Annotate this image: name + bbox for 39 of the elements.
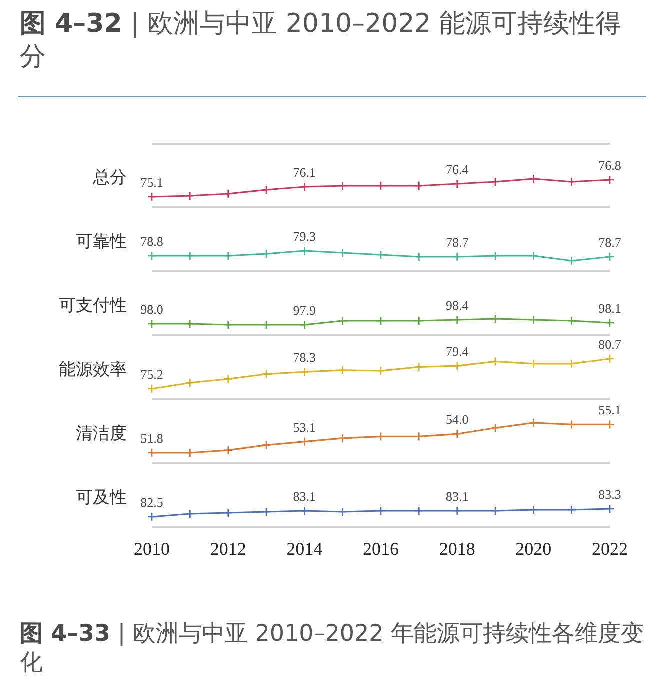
data-label: 79.4	[446, 344, 470, 360]
data-label: 78.7	[446, 235, 470, 250]
data-label: 76.1	[293, 165, 316, 180]
x-tick-label: 2010	[134, 539, 170, 559]
x-tick-label: 2014	[286, 539, 323, 559]
y-axis-title: 清洁度	[76, 424, 127, 444]
x-tick-label: 2016	[363, 539, 399, 559]
data-label: 83.1	[446, 489, 469, 504]
data-label: 98.1	[598, 301, 622, 316]
data-label: 97.9	[293, 303, 316, 318]
data-label: 83.3	[598, 487, 622, 502]
data-label: 98.0	[140, 302, 164, 317]
data-label: 83.1	[293, 489, 316, 504]
data-label: 78.3	[293, 350, 316, 366]
y-axis-title: 可靠性	[76, 232, 127, 252]
data-label: 76.8	[598, 158, 622, 173]
data-label: 53.1	[293, 420, 316, 435]
x-tick-label: 2022	[592, 539, 628, 559]
data-label: 51.8	[140, 431, 164, 446]
chart-title: 图 4–32 | 欧洲与中亚 2010–2022 能源可持续性得分	[20, 9, 622, 72]
y-axis-title: 总分	[92, 168, 127, 188]
y-axis-title: 可及性	[76, 488, 127, 508]
data-label: 82.5	[140, 495, 164, 510]
y-axis-title: 能源效率	[59, 360, 127, 380]
x-tick-label: 2020	[516, 539, 552, 559]
data-label: 78.8	[140, 234, 164, 249]
data-label: 76.4	[446, 162, 470, 177]
x-tick-label: 2012	[210, 539, 246, 559]
x-tick-label: 2018	[439, 539, 476, 559]
y-axis-title: 可支付性	[59, 296, 127, 316]
data-label: 75.2	[140, 367, 164, 382]
data-label: 75.1	[140, 175, 164, 190]
data-label: 78.7	[598, 235, 622, 250]
data-label: 80.7	[598, 337, 622, 352]
data-label: 98.4	[446, 298, 470, 313]
data-label: 54.0	[446, 412, 469, 428]
data-label: 55.1	[598, 402, 622, 418]
data-label: 79.3	[293, 229, 316, 244]
text: 图 4–33 | 欧洲与中亚 2010–2022 年能源可持续性各维度变化	[20, 621, 644, 676]
